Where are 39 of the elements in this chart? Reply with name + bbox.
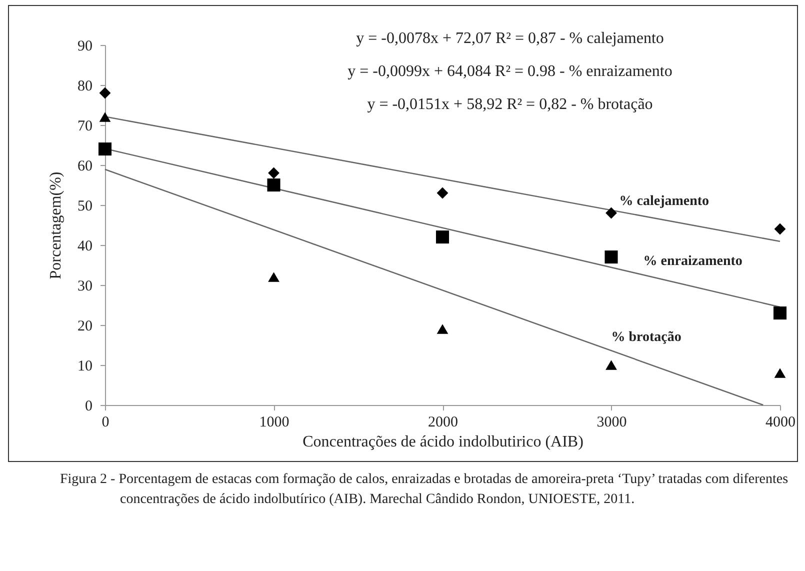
point [267,178,280,192]
point [268,167,280,179]
y-tick-label: 60 [78,158,92,174]
point [774,368,786,378]
y-tick-label: 30 [78,278,92,294]
y-tick-label: 10 [78,358,92,374]
point [604,250,618,264]
y-axis-title: Porcentagem(%) [48,172,64,280]
y-tick-label: 50 [78,198,92,214]
y-tick-label: 80 [78,78,92,94]
point [606,207,617,219]
x-tick-label: 4000 [766,414,796,430]
point [99,112,111,122]
x-tick-label: 1000 [259,414,290,430]
point [436,187,448,199]
annotation: y = -0,0099x + 64,084 R² = 0.98 - % enraizamento [348,63,672,80]
point [606,360,617,370]
text: Figura 2 - Porcentagem de estacas com formação de calos, enraizadas e brotadas de amoreira-preta ‘Tupy’ tratadas com diferentes concentrações de ácido indolbutírico (AIB). Marechal Cândido Rondon, UNIOESTE, 2011. [60,471,790,509]
y-tick-label: 40 [78,238,92,254]
point [774,223,786,235]
series-label: % enraizamento [643,254,742,269]
y-tick-label: 90 [78,38,92,54]
series-label: % brotação [611,330,682,345]
point [773,306,787,320]
y-tick-label: 0 [85,398,92,414]
series-label: % calejamento [619,194,710,209]
point [98,142,112,156]
point [436,230,450,244]
annotation: y = -0,0151x + 58,92 R² = 0,82 - % brotação [367,96,653,113]
annotation: y = -0,0078x + 72,07 R² = 0,87 - % calejamento [356,30,664,47]
point [99,87,111,99]
x-axis-title: Concentrações de ácido indolbutirico (AIB) [302,434,584,450]
point [268,272,280,282]
x-tick-label: 0 [102,414,110,430]
y-tick-label: 70 [78,118,92,134]
x-tick-label: 3000 [596,414,627,430]
point [436,324,448,334]
y-tick-label: 20 [78,318,92,334]
x-tick-label: 2000 [428,414,458,430]
